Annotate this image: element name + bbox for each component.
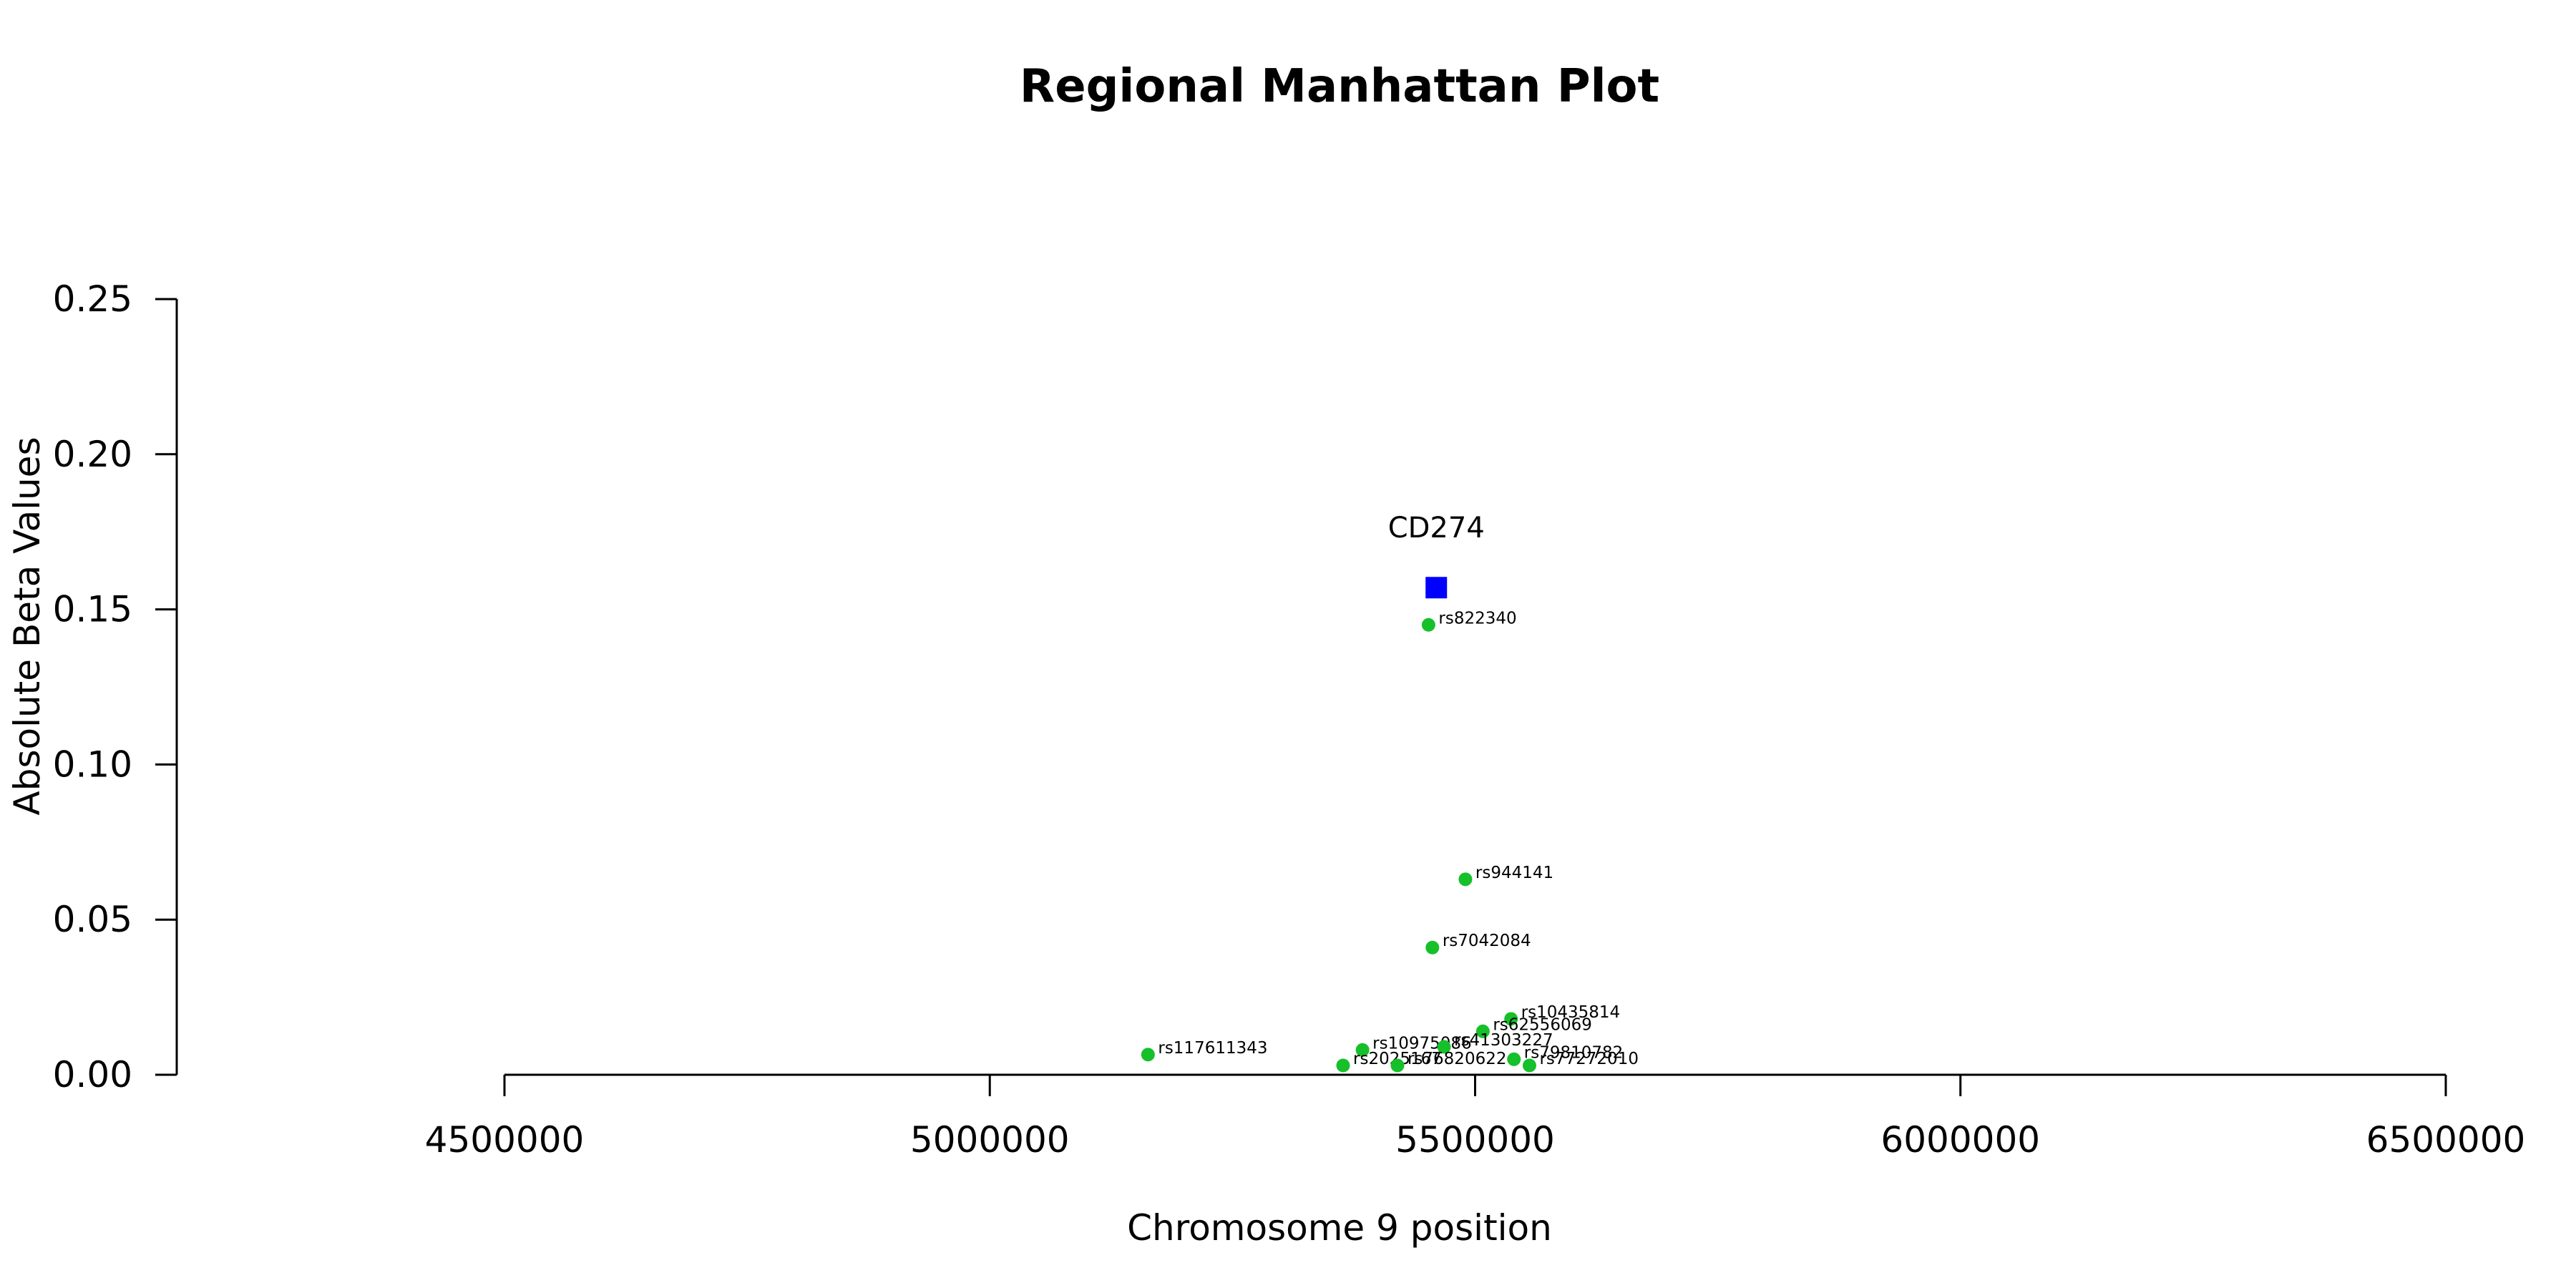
- snp-point: [1425, 940, 1440, 955]
- snp-label: rs944141: [1475, 864, 1553, 882]
- gene-label: CD274: [1388, 512, 1485, 545]
- x-tick-label: 4500000: [425, 1119, 585, 1161]
- x-tick-label: 6500000: [2366, 1119, 2526, 1161]
- snp-point: [1507, 1052, 1521, 1066]
- snp-label: rs41303227: [1454, 1031, 1553, 1050]
- snp-point: [1355, 1043, 1370, 1057]
- snp-label: rs10435814: [1521, 1003, 1621, 1022]
- snp-point: [1336, 1058, 1350, 1073]
- x-axis-label: Chromosome 9 position: [1127, 1207, 1552, 1249]
- y-tick-label: 0.10: [53, 743, 132, 785]
- snp-label: rs10975086: [1372, 1034, 1472, 1053]
- snp-point: [1390, 1058, 1405, 1073]
- gene-marker: [1425, 577, 1448, 599]
- snp-point: [1141, 1048, 1155, 1062]
- y-tick-label: 0.25: [53, 278, 132, 320]
- snp-point: [1437, 1040, 1451, 1054]
- y-tick-label: 0.15: [53, 589, 132, 630]
- snp-label: rs62556069: [1493, 1015, 1592, 1034]
- snp-label: rs79810782: [1524, 1043, 1624, 1062]
- y-axis: 0.00 0.05 0.10 0.15 0.20 0.25: [53, 278, 178, 1096]
- snp-point: [1522, 1058, 1536, 1073]
- snp-label: rs117611343: [1158, 1039, 1267, 1058]
- snp-label: rs77272010: [1539, 1050, 1639, 1068]
- y-tick-label: 0.05: [53, 899, 132, 940]
- snp-label: rs822340: [1438, 609, 1516, 628]
- y-tick-label: 0.20: [53, 434, 132, 475]
- x-axis: 4500000 5000000 5500000 6000000 6500000: [425, 1073, 2526, 1161]
- y-tick-label: 0.00: [53, 1054, 132, 1096]
- chart-title: Regional Manhattan Plot: [1020, 60, 1659, 113]
- snp-point: [1475, 1024, 1490, 1038]
- snp-label: rs76820622: [1407, 1050, 1507, 1068]
- x-tick-label: 6000000: [1880, 1119, 2040, 1161]
- snp-point: [1458, 872, 1473, 887]
- x-tick-label: 5500000: [1395, 1119, 1555, 1161]
- data-points: rs822340 rs944141 rs7042084 rs10435814rs625…: [1141, 512, 1639, 1073]
- x-tick-label: 5000000: [910, 1119, 1070, 1161]
- snp-point: [1421, 618, 1435, 632]
- snp-label: rs7042084: [1443, 932, 1531, 950]
- snp-point: [1504, 1012, 1518, 1026]
- y-axis-label: Absolute Beta Values: [6, 437, 48, 816]
